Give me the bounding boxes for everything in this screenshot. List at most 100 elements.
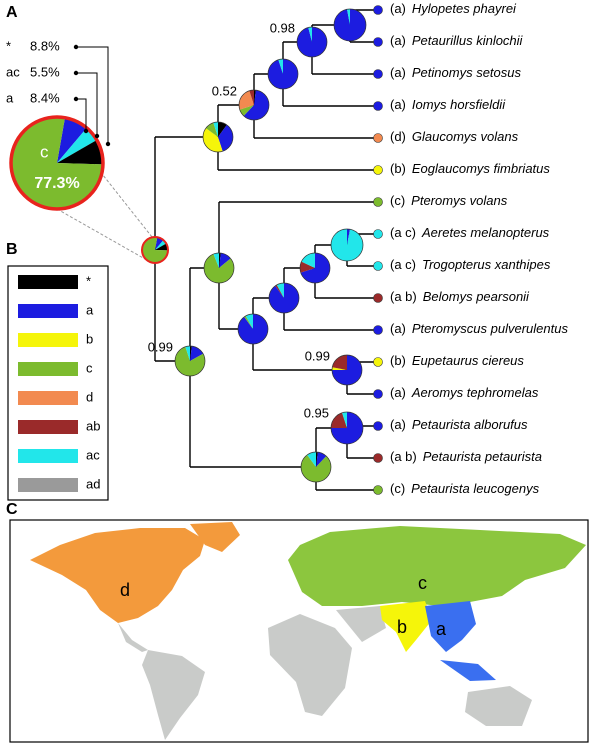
pie-slice	[276, 283, 284, 298]
pie-slice	[238, 314, 269, 344]
tip-area: (a)	[390, 321, 406, 336]
pie-outline	[268, 282, 300, 314]
region-d	[190, 522, 240, 552]
legend-swatch	[18, 304, 78, 318]
tip-area: (a)	[390, 65, 406, 80]
tip-dot	[373, 389, 383, 399]
region-label: d	[120, 580, 130, 600]
legend-label: c	[86, 360, 93, 375]
tip-dot	[373, 133, 383, 143]
pie-slice	[316, 452, 318, 467]
pie-outline	[202, 121, 234, 153]
panel-label: C	[6, 501, 18, 518]
pie-slice	[301, 253, 315, 268]
legend-swatch	[18, 362, 78, 376]
tip-species: Trogopterus xanthipes	[422, 257, 551, 272]
pie-slice	[297, 27, 328, 58]
legend-swatch	[18, 420, 78, 434]
pie-slice	[57, 127, 97, 163]
tip-label: (a) Petinomys setosus	[390, 65, 521, 80]
pie-slice	[57, 117, 87, 163]
connector	[76, 72, 98, 136]
tip-species: Eupetaurus ciereus	[412, 353, 525, 368]
tip-area: (a)	[390, 417, 406, 432]
list-value: 5.5%	[30, 64, 60, 79]
connector	[76, 98, 87, 131]
pie-name: c	[40, 142, 49, 161]
pie-slice	[331, 229, 364, 261]
pie-slice	[300, 253, 330, 283]
pie-slice	[205, 122, 218, 137]
tip-label: (b) Eupetaurus ciereus	[390, 353, 524, 368]
list-value: 8.4%	[30, 90, 60, 105]
support-value: 0.98	[270, 20, 295, 35]
pie-outline	[267, 58, 299, 90]
pie-slice	[278, 59, 283, 74]
pie-slice	[300, 261, 315, 273]
tip-species: Petaurista petaurista	[423, 449, 542, 464]
pie-outline	[9, 115, 105, 211]
connector	[76, 46, 109, 144]
tip-species: Iomys horsfieldii	[412, 97, 506, 112]
tip-dot	[373, 197, 383, 207]
tip-dot	[373, 165, 383, 175]
tip-species: Petaurillus kinlochii	[412, 33, 524, 48]
panel-label: A	[6, 4, 18, 21]
tip-species: Hylopetes phayrei	[412, 1, 517, 16]
pie-slice	[301, 454, 332, 483]
tip-area: (a b)	[390, 289, 417, 304]
pie-slice	[218, 124, 233, 152]
tip-species: Eoglaucomys fimbriatus	[412, 161, 550, 176]
tip-label: (d) Glaucomys volans	[390, 129, 519, 144]
support-value: 0.99	[148, 339, 173, 354]
land	[118, 623, 148, 652]
pie-slice	[239, 105, 254, 116]
legend-swatch	[18, 478, 78, 492]
connector-dot	[94, 133, 100, 139]
tip-species: Aeromys tephromelas	[411, 385, 539, 400]
pie-slice	[155, 240, 167, 250]
tip-area: (a)	[390, 1, 406, 16]
zoom-line	[56, 208, 153, 264]
land	[336, 606, 386, 642]
pie-slice	[308, 27, 312, 42]
region-b	[380, 601, 432, 652]
tip-dot	[373, 101, 383, 111]
tip-species: Aeretes melanopterus	[421, 225, 550, 240]
legend-label: d	[86, 389, 93, 404]
list-name: ac	[6, 64, 20, 79]
pie-outline	[333, 8, 367, 42]
legend-swatch	[18, 449, 78, 463]
legend-label: *	[86, 273, 91, 288]
pie-outline	[299, 252, 331, 284]
tip-area: (a)	[390, 385, 406, 400]
tip-area: (a)	[390, 97, 406, 112]
pie-slice	[332, 367, 347, 370]
pie-slice	[155, 237, 164, 250]
pie-slice	[175, 346, 206, 377]
connector-dot	[73, 44, 79, 50]
tip-label: (a) Petaurista alborufus	[390, 417, 528, 432]
list-name: *	[6, 38, 11, 53]
tip-area: (a)	[390, 33, 406, 48]
panel-label: B	[6, 241, 18, 258]
tip-dot	[373, 453, 383, 463]
pie-outline	[237, 313, 269, 345]
land	[142, 650, 205, 740]
tip-label: (a b) Petaurista petaurista	[390, 449, 542, 464]
tip-area: (b)	[390, 161, 406, 176]
pie-outline	[141, 236, 169, 264]
connector-dot	[105, 141, 111, 147]
connector-dot	[73, 70, 79, 76]
pie-slice	[219, 253, 221, 268]
list-name: a	[6, 90, 14, 105]
tip-species: Glaucomys volans	[412, 129, 519, 144]
tip-area: (d)	[390, 129, 406, 144]
pie-value: 77.3%	[34, 175, 79, 192]
pie-outline	[296, 26, 328, 58]
pie-slice	[185, 346, 190, 361]
pie-outline	[330, 411, 364, 445]
region-label: b	[397, 617, 407, 637]
tip-dot	[373, 357, 383, 367]
